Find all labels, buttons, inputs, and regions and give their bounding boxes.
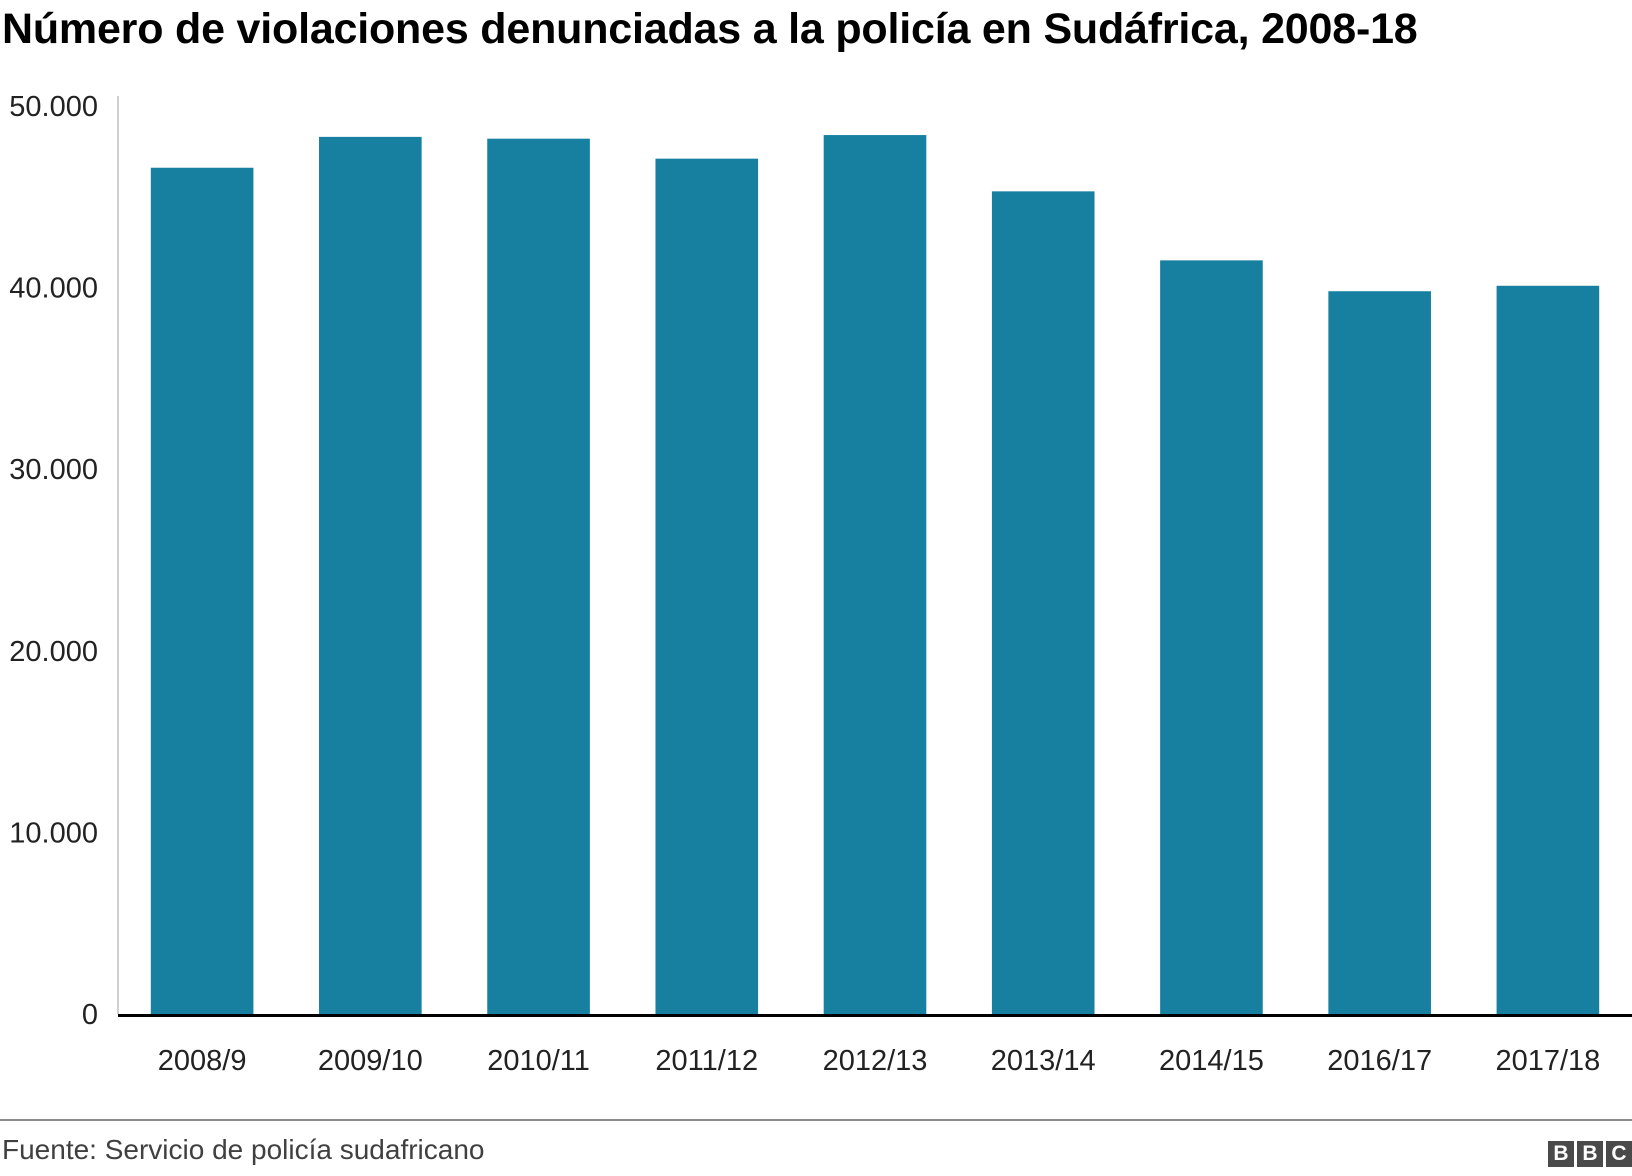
bar-2014-15	[1160, 260, 1263, 1014]
bbc-logo-letter: B	[1548, 1141, 1574, 1167]
source-note: Fuente: Servicio de policía sudafricano	[2, 1134, 485, 1165]
x-tick-label: 2008/9	[158, 1045, 247, 1077]
x-tick-label: 2016/17	[1327, 1045, 1432, 1077]
chart-title: Número de violaciones denunciadas a la p…	[2, 5, 1418, 53]
bar-2008-9	[150, 167, 254, 1014]
y-tick-label: 0	[82, 999, 98, 1031]
bbc-logo-letter: B	[1577, 1141, 1603, 1167]
bar-2016-17	[1328, 291, 1431, 1014]
y-tick-label: 20.000	[9, 636, 98, 668]
bar-2011-12	[655, 158, 759, 1014]
x-tick-label: 2013/14	[991, 1045, 1096, 1077]
y-tick-label: 40.000	[9, 273, 98, 305]
footer-divider	[0, 1119, 1632, 1121]
x-tick-label: 2014/15	[1159, 1045, 1264, 1077]
x-tick-label: 2012/13	[823, 1045, 928, 1077]
bbc-logo: B B C	[1548, 1141, 1632, 1167]
bbc-logo-letter: C	[1606, 1141, 1632, 1167]
x-tick-label: 2011/12	[655, 1045, 758, 1077]
bar-2012-13	[823, 135, 927, 1014]
y-tick-label: 50.000	[9, 91, 98, 123]
y-axis-ticks: 0 10.000 20.000 30.000 40.000 50.000	[9, 91, 98, 1031]
bar-2010-11	[487, 138, 590, 1015]
x-axis-ticks: 2008/9 2009/10 2010/11 2011/12 2012/13 2013/1…	[158, 1045, 1601, 1077]
x-tick-label: 2017/18	[1495, 1045, 1600, 1077]
bar-2009-10	[319, 136, 422, 1014]
y-tick-label: 30.000	[9, 454, 98, 486]
bar-2013-14	[991, 191, 1095, 1015]
x-tick-label: 2009/10	[318, 1045, 423, 1077]
bars	[150, 135, 1600, 1015]
y-tick-label: 10.000	[9, 817, 98, 849]
x-tick-label: 2010/11	[487, 1045, 590, 1077]
bar-2017-18	[1496, 285, 1600, 1014]
